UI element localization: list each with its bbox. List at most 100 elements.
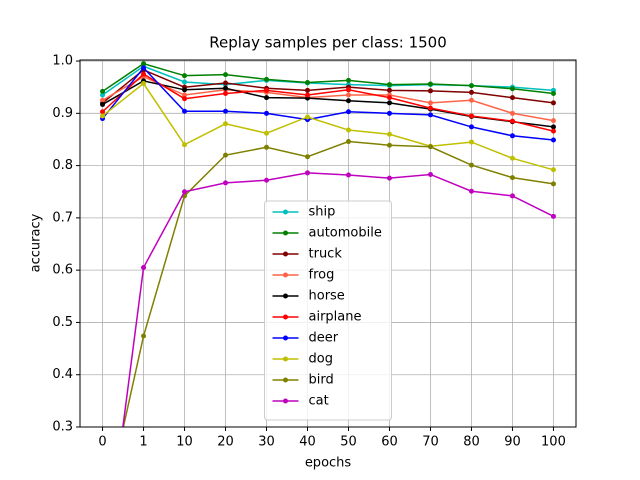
y-tick-label: 1.0 bbox=[52, 54, 73, 69]
data-point bbox=[223, 180, 229, 186]
legend-box bbox=[264, 200, 392, 421]
y-tick-label: 0.8 bbox=[52, 158, 73, 173]
legend-marker bbox=[283, 335, 288, 341]
x-tick-label: 0 bbox=[98, 435, 106, 450]
series-line bbox=[102, 75, 554, 122]
data-point bbox=[468, 113, 474, 119]
legend-label: deer bbox=[309, 331, 339, 346]
data-point bbox=[100, 101, 106, 107]
data-point bbox=[468, 83, 474, 89]
data-point bbox=[264, 130, 270, 136]
y-tick-label: 0.3 bbox=[52, 420, 73, 435]
data-point bbox=[509, 110, 515, 116]
data-point bbox=[468, 162, 474, 168]
x-tick-label: 60 bbox=[381, 435, 398, 450]
data-point bbox=[509, 193, 515, 199]
data-point bbox=[182, 96, 188, 102]
data-point bbox=[305, 79, 311, 85]
data-point bbox=[305, 87, 311, 93]
data-point bbox=[468, 97, 474, 103]
data-point bbox=[386, 131, 392, 137]
y-tick-label: 0.9 bbox=[52, 106, 73, 121]
data-point bbox=[223, 85, 229, 91]
data-point bbox=[182, 79, 188, 85]
data-point bbox=[100, 109, 106, 115]
legend: ship automobile truck frog horse airplane deer… bbox=[264, 200, 392, 421]
data-point bbox=[386, 100, 392, 106]
data-point bbox=[550, 124, 556, 130]
legend-marker bbox=[283, 314, 288, 320]
data-point bbox=[509, 155, 515, 161]
axes-frame bbox=[79, 59, 577, 428]
data-point bbox=[386, 110, 392, 116]
series-line bbox=[122, 172, 554, 427]
data-point bbox=[427, 88, 433, 94]
data-point bbox=[550, 167, 556, 173]
data-point bbox=[550, 128, 556, 134]
series-line bbox=[102, 69, 554, 104]
data-point bbox=[509, 95, 515, 101]
legend-marker bbox=[283, 230, 288, 236]
legend-marker bbox=[283, 377, 288, 383]
data-point bbox=[509, 118, 515, 124]
series-line bbox=[101, 66, 554, 141]
data-point bbox=[264, 144, 270, 150]
legend-label: automobile bbox=[309, 226, 382, 241]
data-point bbox=[141, 81, 147, 87]
data-point bbox=[100, 88, 106, 94]
data-point bbox=[345, 139, 351, 145]
data-point bbox=[182, 142, 188, 148]
legend-label: bird bbox=[309, 373, 334, 388]
data-point bbox=[427, 112, 433, 118]
data-point bbox=[100, 97, 106, 103]
x-tick-label: 10 bbox=[176, 435, 193, 450]
chart-title: Replay samples per class: 1500 bbox=[209, 34, 447, 52]
legend-marker bbox=[283, 272, 288, 278]
x-tick-label: 20 bbox=[217, 435, 234, 450]
legend-marker bbox=[283, 293, 288, 299]
series-line bbox=[102, 62, 554, 95]
x-tick-label: 1 bbox=[139, 435, 147, 450]
data-point bbox=[141, 333, 147, 339]
data-point bbox=[550, 181, 556, 187]
data-point bbox=[305, 92, 311, 98]
legend-label: truck bbox=[309, 247, 343, 262]
x-tick-label: 50 bbox=[340, 435, 357, 450]
x-tick-label: 90 bbox=[504, 435, 521, 450]
data-point bbox=[550, 118, 556, 124]
data-point bbox=[264, 110, 270, 116]
data-point bbox=[550, 213, 556, 219]
x-tick-label: 30 bbox=[258, 435, 275, 450]
x-axis-label: epochs bbox=[305, 456, 352, 471]
series-line bbox=[102, 73, 554, 132]
data-point bbox=[345, 87, 351, 93]
data-point bbox=[182, 87, 188, 93]
data-point bbox=[305, 154, 311, 160]
data-point bbox=[509, 175, 515, 181]
legend-label: airplane bbox=[309, 310, 362, 325]
legend-label: cat bbox=[309, 394, 329, 409]
y-tick-label: 0.4 bbox=[52, 367, 73, 382]
x-tick-label: 70 bbox=[422, 435, 439, 450]
data-point bbox=[468, 139, 474, 145]
data-point bbox=[305, 170, 311, 176]
data-point bbox=[141, 71, 147, 77]
data-point bbox=[386, 87, 392, 93]
data-point bbox=[141, 65, 147, 71]
legend-label: ship bbox=[309, 205, 336, 220]
data-point bbox=[427, 105, 433, 111]
data-point bbox=[550, 100, 556, 106]
data-point bbox=[468, 124, 474, 130]
data-point bbox=[182, 92, 188, 98]
y-axis-label: accuracy bbox=[29, 213, 44, 272]
data-point bbox=[550, 137, 556, 143]
data-point bbox=[100, 92, 106, 98]
data-point bbox=[468, 89, 474, 95]
plot-area bbox=[100, 61, 556, 427]
data-point bbox=[386, 82, 392, 88]
data-point bbox=[223, 90, 229, 96]
data-point bbox=[223, 72, 229, 78]
data-point bbox=[223, 152, 229, 158]
data-point bbox=[386, 175, 392, 181]
data-point bbox=[182, 108, 188, 114]
